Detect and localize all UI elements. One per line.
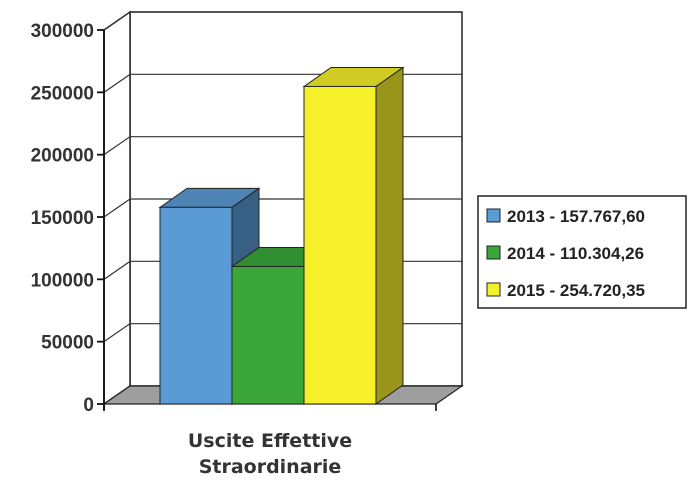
legend-swatch (486, 245, 501, 260)
legend-swatch (486, 282, 501, 297)
y-tick-label: 150000 (31, 208, 94, 229)
y-axis (97, 29, 437, 411)
y-tick-label: 0 (83, 395, 94, 416)
bar-front (159, 206, 233, 405)
y-tick-labels: 0 50000 100000 150000 200000 250000 300000 (31, 21, 94, 416)
legend-swatch (486, 208, 501, 223)
x-category-label-line: Uscite Effettive (188, 430, 352, 452)
y-tick-label: 300000 (31, 21, 94, 42)
legend-label: 2013 - 157.767,60 (507, 207, 645, 226)
legend-box (477, 195, 687, 309)
legend-item: 2013 - 157.767,60 (486, 207, 645, 226)
legend-item: 2015 - 254.720,35 (486, 281, 645, 300)
bars (158, 66, 405, 405)
bar-front (303, 85, 377, 405)
legend-label: 2014 - 110.304,26 (507, 244, 644, 263)
bar-side (375, 66, 404, 405)
legend-label: 2015 - 254.720,35 (507, 281, 645, 300)
y-tick-label: 250000 (31, 83, 94, 104)
y-tick-label: 200000 (31, 146, 94, 167)
bar-front (231, 265, 305, 405)
bar-3 (302, 66, 405, 405)
x-category-label: Uscite Effettive Straordinarie (188, 430, 352, 478)
y-tick-label: 50000 (41, 333, 94, 354)
gridline (103, 11, 462, 31)
legend: 2013 - 157.767,60 2014 - 110.304,26 2015 -… (477, 195, 687, 309)
legend-item: 2014 - 110.304,26 (486, 244, 644, 263)
y-tick-label: 100000 (31, 270, 94, 291)
x-category-label-line: Straordinarie (199, 456, 342, 478)
